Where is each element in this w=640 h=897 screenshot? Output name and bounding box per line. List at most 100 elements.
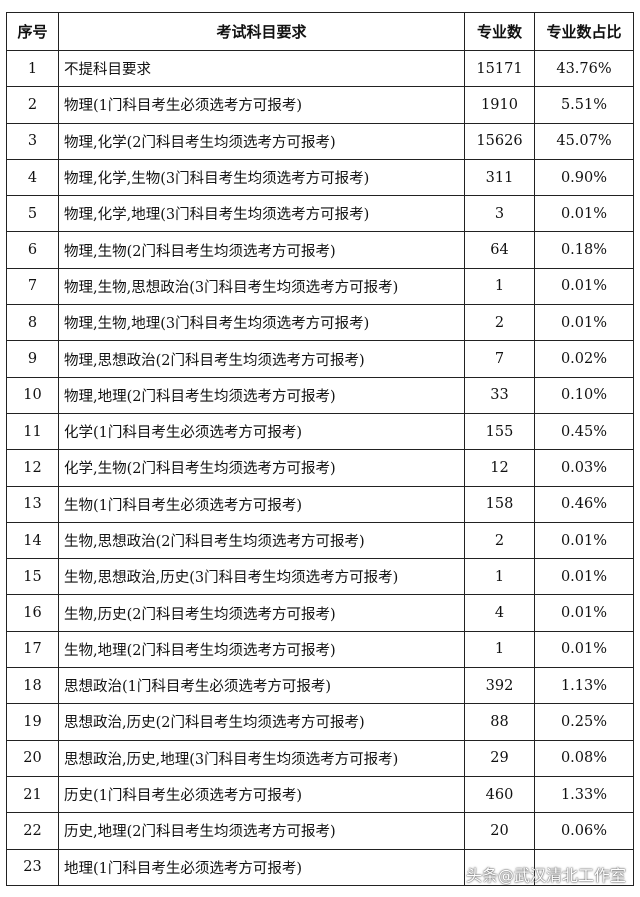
row-requirement: 物理,生物,地理(3门科目考生均须选考方可报考) [58, 304, 465, 342]
table-row: 3 物理,化学(2门科目考生均须选考方可报考) 15626 45.07% [6, 122, 634, 160]
row-major-ratio: 43.76% [534, 49, 634, 88]
header-major-count: 专业数 [464, 12, 535, 51]
row-index: 4 [6, 158, 59, 197]
row-major-ratio: 1.13% [534, 667, 634, 705]
row-major-count: 15626 [464, 122, 535, 160]
row-major-ratio: 0.90% [534, 158, 634, 197]
row-major-ratio: 0.01% [534, 195, 634, 233]
row-requirement: 物理(1门科目考生必须选考方可报考) [58, 86, 465, 124]
row-index: 11 [6, 412, 59, 451]
table-row: 11 化学(1门科目考生必须选考方可报考) 155 0.45% [6, 412, 634, 451]
row-major-ratio: 0.01% [534, 630, 634, 669]
row-major-count: 392 [464, 667, 535, 705]
row-index: 6 [6, 231, 59, 269]
row-major-count: 1 [464, 558, 535, 596]
row-major-count: 1 [464, 267, 535, 306]
row-requirement: 历史(1门科目考生必须选考方可报考) [58, 775, 465, 814]
table-row: 22 历史,地理(2门科目考生均须选考方可报考) 20 0.06% [6, 812, 634, 850]
row-index: 8 [6, 304, 59, 342]
row-index: 16 [6, 594, 59, 632]
row-major-count: 460 [464, 775, 535, 814]
row-major-count: 1 [464, 630, 535, 669]
table-row: 4 物理,化学,生物(3门科目考生均须选考方可报考) 311 0.90% [6, 158, 634, 197]
row-major-count: 15171 [464, 49, 535, 88]
row-major-count: 311 [464, 158, 535, 197]
row-major-count: 155 [464, 412, 535, 451]
row-major-count: 158 [464, 485, 535, 523]
table-row: 20 思想政治,历史,地理(3门科目考生均须选考方可报考) 29 0.08% [6, 739, 634, 777]
row-major-ratio: 0.10% [534, 376, 634, 414]
row-major-count: 3 [464, 195, 535, 233]
row-major-count: 29 [464, 739, 535, 777]
row-index: 14 [6, 521, 59, 560]
table-row: 6 物理,生物(2门科目考生均须选考方可报考) 64 0.18% [6, 231, 634, 269]
row-index: 10 [6, 376, 59, 414]
row-major-ratio: 0.46% [534, 485, 634, 523]
table-body: 1 不提科目要求 15171 43.76% 2 物理(1门科目考生必须选考方可报考) 191… [6, 49, 634, 886]
row-requirement: 物理,化学(2门科目考生均须选考方可报考) [58, 122, 465, 160]
table-row: 12 化学,生物(2门科目考生均须选考方可报考) 12 0.03% [6, 449, 634, 487]
row-index: 20 [6, 739, 59, 777]
row-index: 9 [6, 340, 59, 378]
subject-requirement-table: 序号 考试科目要求 专业数 专业数占比 1 不提科目要求 15171 43.76% 2 物… [6, 12, 634, 886]
row-major-ratio: 0.01% [534, 594, 634, 632]
row-requirement: 生物,地理(2门科目考生均须选考方可报考) [58, 630, 465, 669]
row-major-ratio: 0.01% [534, 521, 634, 560]
row-major-ratio: 0.01% [534, 558, 634, 596]
row-index: 22 [6, 812, 59, 850]
row-requirement: 物理,化学,地理(3门科目考生均须选考方可报考) [58, 195, 465, 233]
row-index: 2 [6, 86, 59, 124]
row-index: 3 [6, 122, 59, 160]
row-index: 1 [6, 49, 59, 88]
header-index: 序号 [6, 12, 59, 51]
table-row: 2 物理(1门科目考生必须选考方可报考) 1910 5.51% [6, 86, 634, 124]
row-major-ratio: 0.25% [534, 703, 634, 741]
row-index: 13 [6, 485, 59, 523]
row-requirement: 化学(1门科目考生必须选考方可报考) [58, 412, 465, 451]
row-requirement: 生物,思想政治(2门科目考生均须选考方可报考) [58, 521, 465, 560]
table-row: 7 物理,生物,思想政治(3门科目考生均须选考方可报考) 1 0.01% [6, 267, 634, 306]
row-requirement: 生物,历史(2门科目考生均须选考方可报考) [58, 594, 465, 632]
table-row: 18 思想政治(1门科目考生必须选考方可报考) 392 1.13% [6, 667, 634, 705]
row-major-ratio [534, 848, 634, 886]
row-requirement: 思想政治,历史,地理(3门科目考生均须选考方可报考) [58, 739, 465, 777]
table-row: 21 历史(1门科目考生必须选考方可报考) 460 1.33% [6, 775, 634, 814]
row-major-ratio: 5.51% [534, 86, 634, 124]
table-row: 8 物理,生物,地理(3门科目考生均须选考方可报考) 2 0.01% [6, 304, 634, 342]
row-index: 5 [6, 195, 59, 233]
row-major-ratio: 0.18% [534, 231, 634, 269]
row-requirement: 思想政治(1门科目考生必须选考方可报考) [58, 667, 465, 705]
row-index: 12 [6, 449, 59, 487]
row-major-count: 2 [464, 521, 535, 560]
table-row: 17 生物,地理(2门科目考生均须选考方可报考) 1 0.01% [6, 630, 634, 669]
row-major-ratio: 0.06% [534, 812, 634, 850]
table-row: 10 物理,地理(2门科目考生均须选考方可报考) 33 0.10% [6, 376, 634, 414]
table-row: 23 地理(1门科目考生必须选考方可报考) [6, 848, 634, 886]
row-major-count: 20 [464, 812, 535, 850]
row-requirement: 物理,化学,生物(3门科目考生均须选考方可报考) [58, 158, 465, 197]
row-requirement: 不提科目要求 [58, 49, 465, 88]
row-requirement: 化学,生物(2门科目考生均须选考方可报考) [58, 449, 465, 487]
row-major-count: 4 [464, 594, 535, 632]
row-requirement: 物理,地理(2门科目考生均须选考方可报考) [58, 376, 465, 414]
row-index: 17 [6, 630, 59, 669]
table-row: 1 不提科目要求 15171 43.76% [6, 49, 634, 88]
row-requirement: 思想政治,历史(2门科目考生均须选考方可报考) [58, 703, 465, 741]
row-index: 7 [6, 267, 59, 306]
row-requirement: 物理,思想政治(2门科目考生均须选考方可报考) [58, 340, 465, 378]
row-major-ratio: 0.01% [534, 304, 634, 342]
row-requirement: 历史,地理(2门科目考生均须选考方可报考) [58, 812, 465, 850]
table-row: 9 物理,思想政治(2门科目考生均须选考方可报考) 7 0.02% [6, 340, 634, 378]
table-row: 16 生物,历史(2门科目考生均须选考方可报考) 4 0.01% [6, 594, 634, 632]
table-header-row: 序号 考试科目要求 专业数 专业数占比 [6, 12, 634, 51]
table-row: 13 生物(1门科目考生必须选考方可报考) 158 0.46% [6, 485, 634, 523]
row-requirement: 生物,思想政治,历史(3门科目考生均须选考方可报考) [58, 558, 465, 596]
row-major-ratio: 1.33% [534, 775, 634, 814]
row-major-count: 2 [464, 304, 535, 342]
table-row: 14 生物,思想政治(2门科目考生均须选考方可报考) 2 0.01% [6, 521, 634, 560]
row-requirement: 物理,生物,思想政治(3门科目考生均须选考方可报考) [58, 267, 465, 306]
row-major-ratio: 0.02% [534, 340, 634, 378]
row-major-count: 64 [464, 231, 535, 269]
table-row: 19 思想政治,历史(2门科目考生均须选考方可报考) 88 0.25% [6, 703, 634, 741]
row-major-ratio: 0.45% [534, 412, 634, 451]
